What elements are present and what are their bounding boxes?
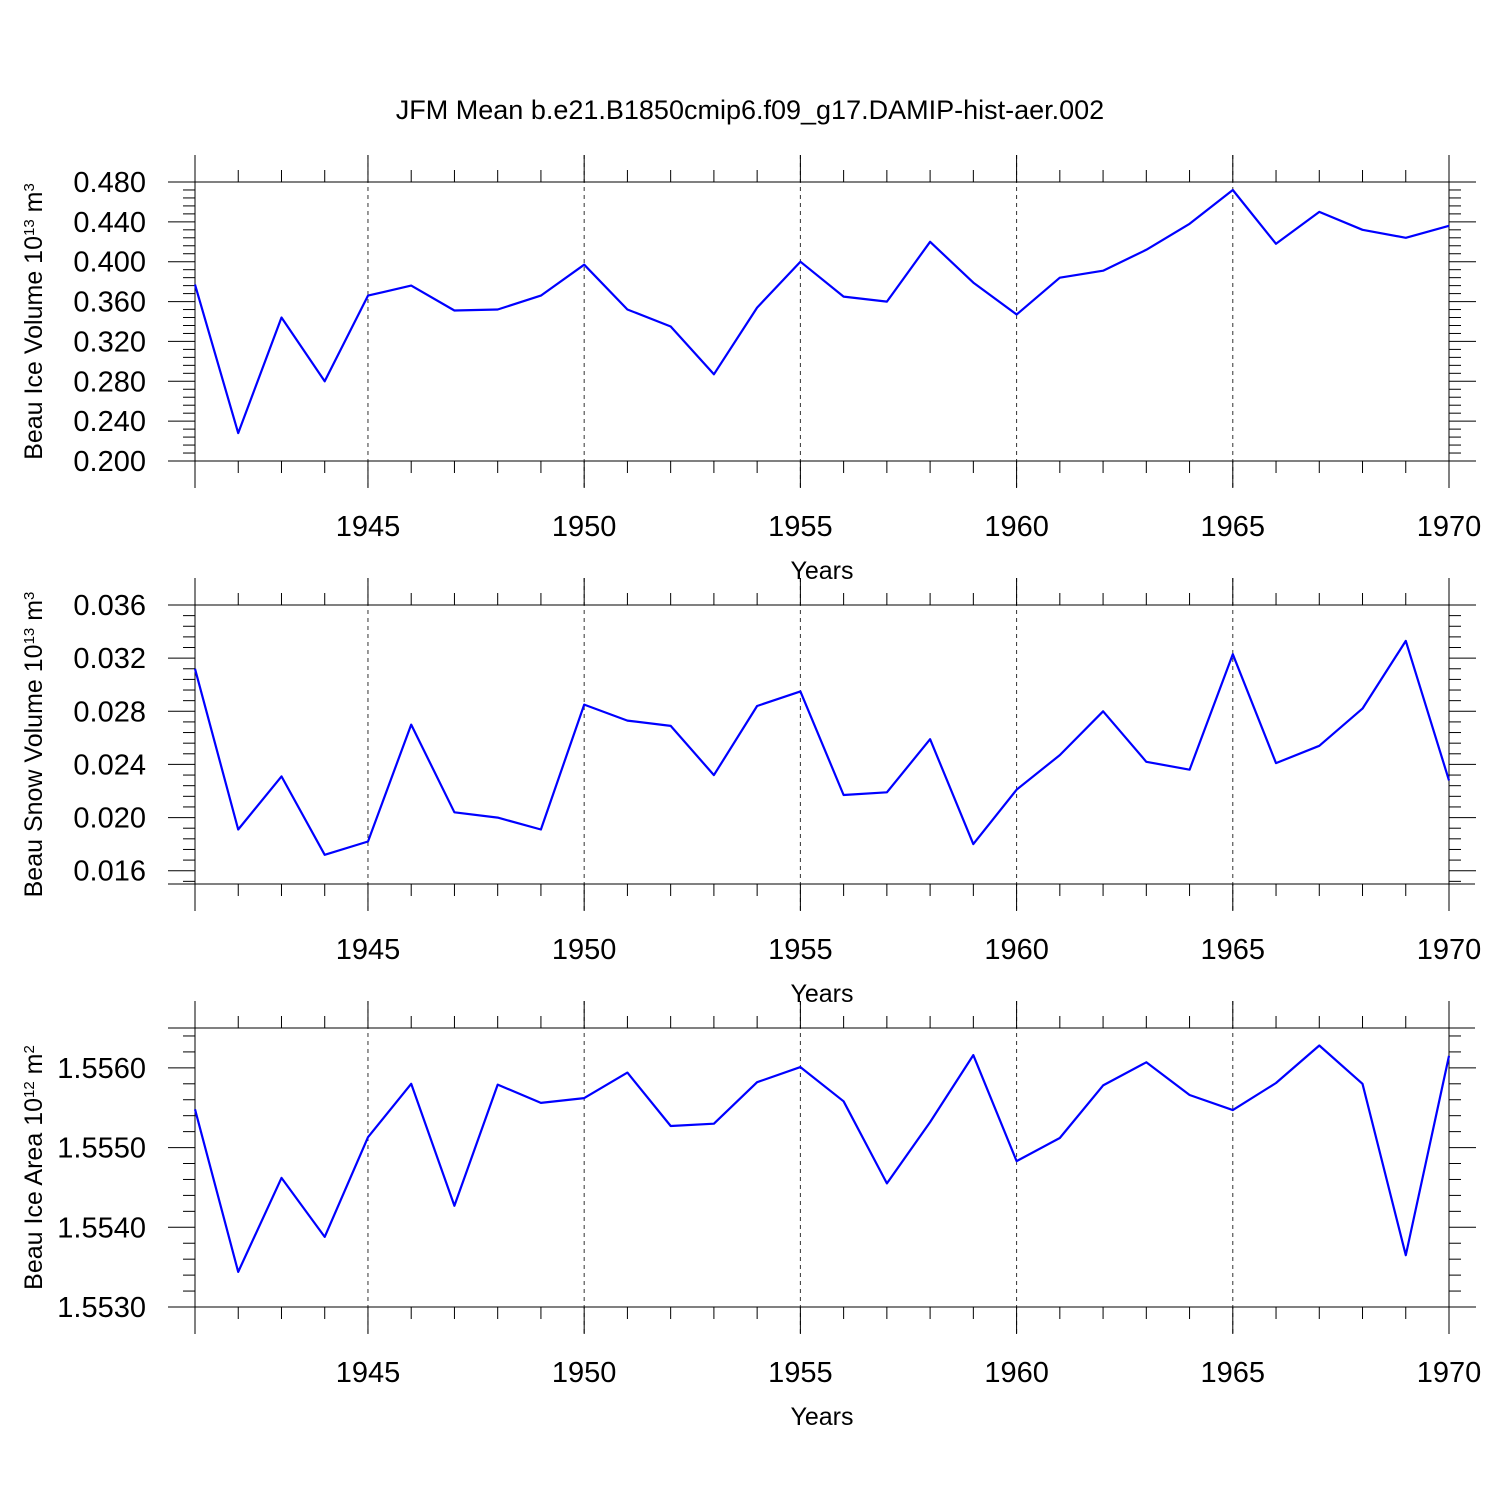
y-tick-label: 1.5550 [57, 1133, 146, 1165]
x-tick-label: 1965 [1201, 1357, 1266, 1389]
y-tick-label: 0.024 [73, 749, 146, 781]
y-tick-label: 0.020 [73, 803, 146, 835]
chart-panel-2: 0.016 0.020 0.024 0.028 0.032 0.036 1945 1950 19… [20, 578, 1481, 1008]
y-tick-label: 0.320 [73, 326, 146, 358]
x-tick-label: 1945 [336, 511, 401, 543]
y-tick-label: 0.200 [73, 446, 146, 478]
x-axis-label: Years [790, 980, 853, 1008]
x-tick-label: 1945 [336, 934, 401, 966]
y-tick-label: 1.5530 [57, 1292, 146, 1324]
y-tick-label: 1.5560 [57, 1053, 146, 1085]
y-axis-label: Beau Snow Volume 1013 m3 [20, 592, 48, 898]
x-tick-label: 1950 [552, 1357, 617, 1389]
x-tick-label: 1960 [984, 1357, 1049, 1389]
y-axis-label: Beau Ice Volume 1013 m3 [20, 183, 48, 460]
y-axis-label: Beau Ice Area 1012 m2 [20, 1045, 48, 1290]
x-tick-label: 1965 [1201, 511, 1266, 543]
x-tick-label: 1965 [1201, 934, 1266, 966]
series-line-1 [193, 639, 1451, 856]
x-tick-label: 1955 [768, 1357, 833, 1389]
x-tick-label: 1970 [1417, 1357, 1482, 1389]
chart-panel-3: 1.5530 1.5540 1.5550 1.5560 1945 1950 1955 1960… [20, 1001, 1481, 1431]
y-tick-label: 0.280 [73, 366, 146, 398]
chart-panel-1: 0.200 0.240 0.280 0.320 0.360 0.400 0.440 0.480… [20, 155, 1481, 585]
x-tick-label: 1970 [1417, 511, 1482, 543]
x-tick-label: 1970 [1417, 934, 1482, 966]
x-axis-label: Years [790, 557, 853, 585]
y-tick-label: 0.240 [73, 406, 146, 438]
panels: 0.200 0.240 0.280 0.320 0.360 0.400 0.440 0.480… [20, 155, 1481, 1431]
x-tick-label: 1945 [336, 1357, 401, 1389]
y-tick-label: 0.440 [73, 207, 146, 239]
y-tick-label: 0.360 [73, 287, 146, 319]
x-tick-label: 1960 [984, 934, 1049, 966]
x-axis-label: Years [790, 1403, 853, 1431]
y-tick-label: 1.5540 [57, 1212, 146, 1244]
x-tick-label: 1950 [552, 511, 617, 543]
y-tick-label: 0.036 [73, 590, 146, 622]
y-tick-label: 0.016 [73, 856, 146, 888]
x-tick-label: 1960 [984, 511, 1049, 543]
y-tick-label: 0.032 [73, 643, 146, 675]
x-tick-label: 1955 [768, 511, 833, 543]
y-tick-label: 0.028 [73, 696, 146, 728]
x-tick-label: 1955 [768, 934, 833, 966]
y-tick-label: 0.400 [73, 247, 146, 279]
x-tick-label: 1950 [552, 934, 617, 966]
series-line-1 [193, 1044, 1451, 1274]
figure-title: JFM Mean b.e21.B1850cmip6.f09_g17.DAMIP-… [396, 95, 1104, 125]
series-line-1 [193, 188, 1450, 435]
y-tick-label: 0.480 [73, 167, 146, 199]
